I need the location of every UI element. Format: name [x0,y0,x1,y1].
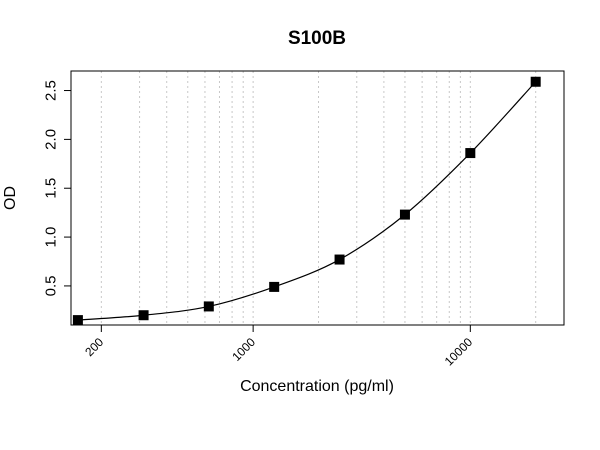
x-tick-label: 200 [82,335,106,359]
grid [100,71,537,325]
y-tick-label: 1.5 [43,178,60,199]
plot-area-border [70,70,565,326]
data-point [334,254,345,265]
data-point [269,281,280,292]
data-point [203,301,214,312]
data-point [138,310,149,321]
data-point [465,148,476,159]
data-point [530,76,541,87]
data-point [399,209,410,220]
x-tick-label: 1000 [229,335,258,364]
y-tick-label: 1.0 [43,227,60,248]
x-tick-label: 10000 [442,335,476,369]
y-tick-label: 2.5 [43,80,60,101]
x-axis-label: Concentration (pg/ml) [240,378,394,395]
fit-curve [77,81,537,321]
y-tick-label: 0.5 [43,275,60,296]
y-axis-label: OD [2,186,19,210]
chart-title: S100B [288,28,346,49]
y-axis: 0.5 1.0 1.5 2.0 2.5 [43,80,71,296]
y-tick-label: 2.0 [43,129,60,150]
data-points [72,76,541,326]
data-point [72,315,83,326]
x-axis: 200 1000 10000 [82,325,475,369]
